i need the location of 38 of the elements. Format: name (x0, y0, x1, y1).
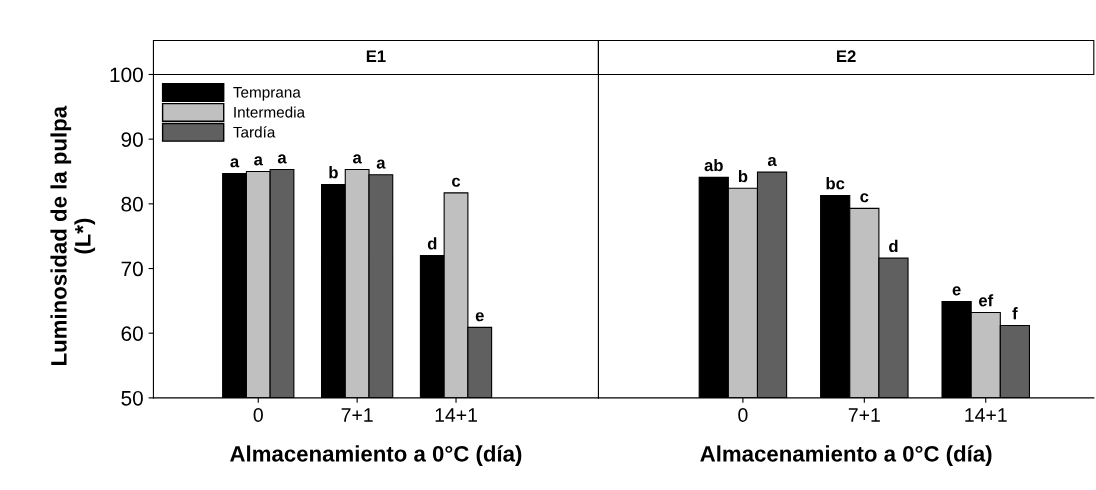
legend-label: Tardía (233, 126, 276, 138)
legend-label: Intermedia (234, 106, 306, 118)
data-label: c (860, 193, 869, 203)
x-tick-label: 7+1 (848, 408, 880, 422)
data-label: bc (826, 177, 845, 190)
data-label: d (427, 237, 437, 250)
x-tick-label: 14+1 (435, 408, 477, 422)
data-label: f (1012, 307, 1018, 320)
data-label: e (952, 286, 961, 296)
x-tick-label: 7+1 (341, 408, 373, 422)
data-label: d (889, 239, 898, 253)
data-label: b (738, 170, 748, 183)
y-tick-label: 80 (121, 196, 143, 212)
data-label: a (230, 158, 240, 168)
x-axis-title: Almacenamiento a 0°C (día) (700, 445, 992, 467)
data-label: a (353, 154, 362, 164)
legend-label: Temprana (233, 87, 301, 101)
data-label: a (376, 159, 386, 169)
data-label: ef (978, 294, 994, 307)
chart-title: E1 (366, 50, 386, 62)
x-tick-label: 14+1 (965, 408, 1007, 422)
data-label: a (277, 154, 287, 164)
data-label: ab (704, 159, 723, 172)
chart-title: E2 (837, 50, 856, 62)
data-label: b (329, 166, 338, 179)
data-label: a (254, 156, 263, 166)
y-tick-label: 70 (121, 261, 143, 277)
data-label: e (475, 312, 484, 322)
y-tick-label: 60 (121, 326, 143, 341)
x-tick-label: 0 (253, 408, 263, 422)
x-tick-label: 0 (738, 408, 748, 422)
y-tick-label: 50 (121, 390, 143, 406)
y-tick-label: 100 (110, 67, 143, 83)
data-label: a (767, 156, 777, 167)
y-tick-label: 90 (121, 132, 143, 147)
data-label: c (452, 177, 461, 187)
y-axis-title: Luminosidad de la pulpa (L*) (50, 105, 96, 365)
x-axis-title: Almacenamiento a 0°C (día) (230, 445, 522, 467)
